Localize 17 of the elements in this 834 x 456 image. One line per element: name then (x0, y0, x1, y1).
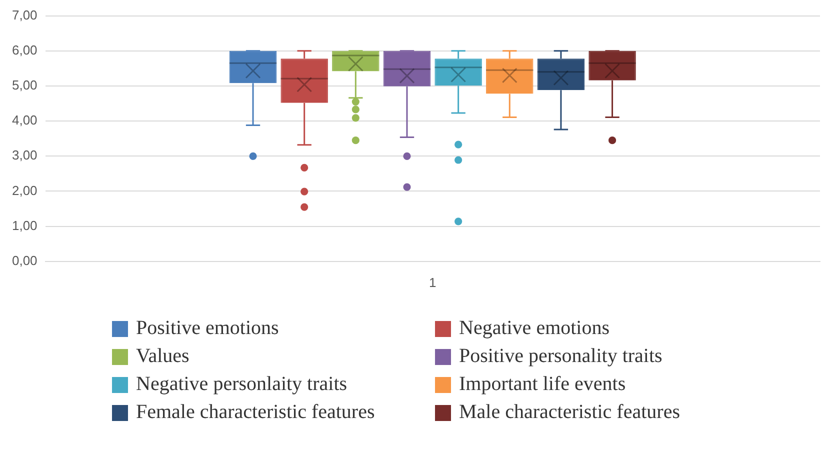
y-tick-label: 2,00 (12, 182, 38, 198)
y-tick-label: 5,00 (12, 78, 38, 93)
y-tick-label: 7,00 (12, 7, 38, 22)
legend-label: Positive personality traits (459, 345, 662, 368)
legend-label: Female characteristic features (136, 401, 375, 424)
legend-label: Male characteristic features (459, 401, 680, 424)
y-tick-label: 0,00 (12, 252, 38, 268)
legend-label: Positive emotions (136, 317, 279, 340)
y-tick-label: 4,00 (12, 112, 38, 128)
legend-label: Important life events (459, 373, 626, 396)
y-tick-label: 1,00 (12, 218, 38, 233)
y-tick-label: 3,00 (12, 148, 38, 163)
legend-label: Negative emotions (459, 317, 610, 340)
x-tick-label: 1 (429, 274, 436, 290)
legend-label: Values (136, 345, 190, 368)
legend-label: Negative personlaity traits (136, 373, 348, 396)
y-tick-label: 6,00 (12, 42, 38, 58)
